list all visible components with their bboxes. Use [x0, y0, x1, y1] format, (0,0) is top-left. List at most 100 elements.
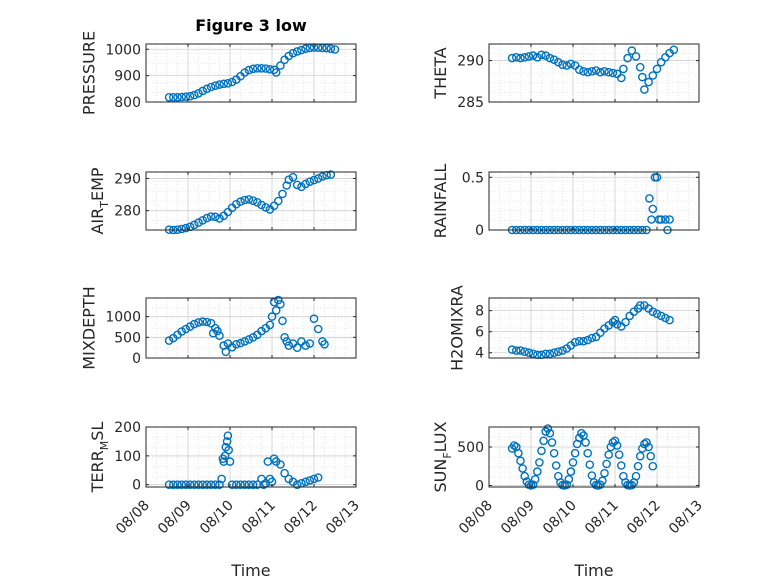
data-point: [627, 46, 637, 55]
data-point: [305, 177, 315, 186]
x-tick-label: 08/13: [323, 498, 363, 538]
data-point: [633, 461, 643, 471]
data-point: [198, 317, 207, 326]
data-point: [596, 67, 605, 77]
data-point: [631, 52, 641, 61]
data-point: [566, 467, 576, 476]
data-point: [301, 179, 310, 189]
data-point: [623, 53, 632, 63]
y-axis-label-main: MIXDEPTH: [79, 286, 98, 369]
data-point: [189, 90, 199, 100]
data-point: [259, 480, 268, 490]
data-point: [194, 89, 203, 98]
y-axis-label-suffix: EMP: [88, 167, 107, 201]
data-point: [533, 53, 542, 62]
data-point: [219, 457, 228, 466]
series-markers: [507, 424, 658, 490]
data-point: [646, 451, 656, 461]
data-point: [313, 473, 323, 482]
data-point: [261, 64, 271, 73]
data-point: [583, 335, 593, 345]
data-point: [537, 50, 546, 60]
data-point: [221, 347, 231, 357]
data-point: [562, 480, 572, 490]
data-point: [181, 480, 191, 490]
data-point: [278, 189, 287, 199]
data-point: [516, 53, 525, 63]
x-axis-label-right: Time: [573, 561, 613, 580]
data-point: [652, 64, 662, 74]
data-point: [549, 348, 559, 358]
data-point: [177, 92, 186, 102]
panel-terr-msl: 0 100 200 08/08 08/09 08/10 08/11 08/12 08/13 TER…: [88, 420, 363, 537]
data-point: [252, 480, 262, 490]
y-tick-label: 6: [475, 325, 484, 341]
data-point: [231, 339, 241, 349]
data-point: [549, 55, 559, 65]
data-point: [617, 461, 626, 470]
data-point: [213, 326, 222, 336]
data-point: [248, 480, 258, 490]
data-point: [516, 456, 525, 466]
y-axis-label: H2OMIXRA: [448, 285, 467, 371]
data-point: [313, 174, 323, 183]
data-point: [206, 318, 216, 328]
data-point: [215, 331, 224, 341]
data-point: [608, 317, 618, 327]
y-axis-label-subscript: F: [441, 452, 454, 458]
data-point: [313, 324, 323, 334]
data-point: [524, 348, 534, 358]
panel-pressure: 800 900 1000 PRESSURE: [79, 31, 357, 115]
data-point: [222, 437, 232, 446]
data-point: [583, 448, 593, 458]
data-point: [202, 84, 212, 94]
data-point: [177, 327, 186, 336]
data-point: [202, 480, 212, 490]
data-point: [276, 460, 285, 469]
data-point: [656, 215, 666, 224]
data-point: [236, 480, 245, 490]
y-tick-label: 1000: [105, 310, 141, 326]
data-point: [535, 458, 544, 467]
y-axis-label: SUNFLUX: [431, 421, 454, 492]
data-point: [181, 92, 191, 101]
data-point: [652, 309, 662, 319]
data-point: [305, 339, 315, 348]
data-point: [164, 336, 174, 345]
data-point: [168, 480, 178, 490]
data-point: [539, 436, 548, 446]
series-markers: [164, 295, 329, 357]
data-point: [635, 451, 645, 461]
data-point: [309, 175, 319, 185]
y-axis-label: TERRMSL: [88, 422, 111, 494]
data-point: [271, 68, 281, 77]
data-point: [301, 341, 310, 350]
y-tick-label: 4: [475, 346, 484, 362]
data-point: [608, 68, 618, 78]
data-point: [554, 347, 563, 357]
axes-box: [488, 297, 700, 359]
data-point: [575, 336, 584, 346]
data-point: [645, 194, 654, 203]
data-point: [273, 295, 283, 305]
data-point: [210, 480, 220, 490]
data-point: [252, 64, 262, 73]
data-point: [635, 301, 645, 310]
data-point: [545, 349, 555, 359]
data-point: [309, 314, 319, 324]
y-tick-label: 0: [132, 478, 141, 494]
data-point: [227, 77, 237, 87]
data-point: [665, 215, 674, 224]
data-point: [558, 60, 567, 69]
data-point: [276, 299, 285, 309]
data-point: [631, 471, 641, 481]
data-point: [248, 332, 258, 342]
axes-box: [488, 43, 700, 103]
data-point: [215, 214, 224, 223]
data-point: [558, 346, 567, 355]
x-tick-label: 08/09: [155, 498, 195, 538]
data-point: [656, 311, 666, 321]
data-point: [231, 480, 241, 490]
data-point: [642, 438, 651, 447]
y-tick-label: 800: [114, 95, 141, 111]
